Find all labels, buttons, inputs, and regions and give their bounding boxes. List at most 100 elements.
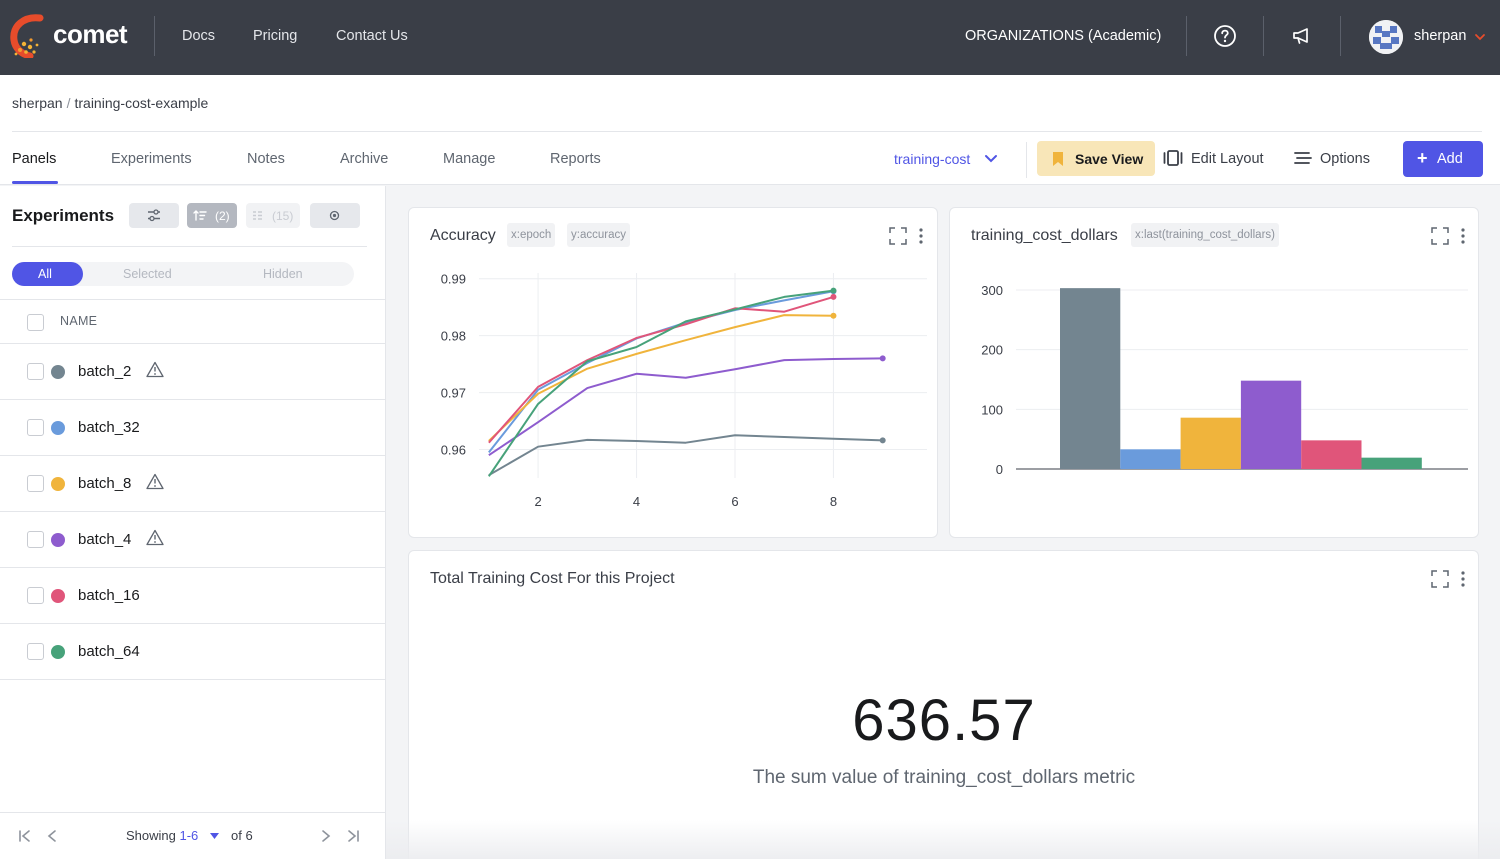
experiment-checkbox[interactable] <box>27 475 44 492</box>
nav-link-pricing[interactable]: Pricing <box>253 28 298 44</box>
warning-icon[interactable] <box>146 473 164 490</box>
experiment-color-dot[interactable] <box>51 533 65 547</box>
scroll-fade <box>386 820 1500 859</box>
pager-range-select[interactable]: 1-6 <box>179 828 199 843</box>
expand-icon[interactable] <box>1431 570 1449 588</box>
nav-link-contact[interactable]: Contact Us <box>336 28 408 44</box>
y-axis-chip: y:accuracy <box>567 223 630 247</box>
y-tick-label: 0.96 <box>441 443 466 458</box>
panel-title: Accuracy <box>430 227 496 244</box>
row-divider <box>0 567 386 568</box>
experiment-checkbox[interactable] <box>27 531 44 548</box>
organization-switcher[interactable]: ORGANIZATIONS (Academic) <box>965 28 1162 44</box>
series-line-batch_4 <box>488 357 883 457</box>
experiment-color-dot[interactable] <box>51 589 65 603</box>
first-page-icon[interactable] <box>18 829 32 843</box>
bar-batch_2 <box>1060 288 1121 469</box>
add-button[interactable]: + Add <box>1403 141 1483 177</box>
series-line-batch_16 <box>488 295 834 444</box>
chevron-down-icon[interactable] <box>984 153 998 165</box>
segment-selected[interactable]: Selected <box>123 267 172 281</box>
tab-archive[interactable]: Archive <box>340 151 389 167</box>
top-nav: comet Docs Pricing Contact Us ORGANIZATI… <box>0 0 1500 75</box>
edit-layout-icon[interactable] <box>1163 148 1183 168</box>
target-button[interactable] <box>310 203 360 228</box>
expand-icon[interactable] <box>1431 227 1449 245</box>
breadcrumb-owner[interactable]: sherpan <box>12 95 63 111</box>
nav-divider <box>1186 16 1187 56</box>
sort-button[interactable]: (2) <box>187 203 237 228</box>
more-vertical-icon[interactable] <box>1459 227 1467 245</box>
nav-divider <box>1340 16 1341 56</box>
training-cost-bar-chart[interactable]: 0 100 200 300 <box>950 208 1480 539</box>
experiment-color-dot[interactable] <box>51 645 65 659</box>
experiment-name[interactable]: batch_4 <box>78 531 132 548</box>
tab-notes[interactable]: Notes <box>247 151 285 167</box>
caret-down-icon[interactable] <box>209 832 220 840</box>
experiment-color-dot[interactable] <box>51 477 65 491</box>
expand-icon[interactable] <box>889 227 907 245</box>
experiment-name[interactable]: batch_8 <box>78 475 132 492</box>
more-vertical-icon[interactable] <box>1459 570 1467 588</box>
pager-total: of 6 <box>231 828 253 843</box>
training-cost-panel[interactable]: training_cost_dollars x:last(training_co… <box>949 207 1479 538</box>
series-line-batch_2 <box>488 434 883 477</box>
tab-reports[interactable]: Reports <box>550 151 601 167</box>
experiment-name[interactable]: batch_64 <box>78 643 140 660</box>
row-divider <box>0 679 386 680</box>
megaphone-icon[interactable] <box>1290 24 1314 48</box>
nav-link-docs[interactable]: Docs <box>182 28 216 44</box>
y-tick-label: 200 <box>981 343 1003 358</box>
experiment-name[interactable]: batch_2 <box>78 363 132 380</box>
y-tick-label: 300 <box>981 283 1003 298</box>
edit-layout-button[interactable]: Edit Layout <box>1191 151 1264 167</box>
tab-experiments[interactable]: Experiments <box>111 151 192 167</box>
plus-icon: + <box>1417 148 1428 168</box>
prev-page-icon[interactable] <box>46 829 58 843</box>
user-avatar[interactable] <box>1369 20 1403 54</box>
accuracy-panel[interactable]: Accuracy x:epoch y:accuracy 2 4 6 8 0.96 0.97… <box>408 207 938 538</box>
experiment-checkbox[interactable] <box>27 643 44 660</box>
breadcrumb-project[interactable]: training-cost-example <box>74 95 209 111</box>
options-button[interactable]: Options <box>1320 151 1370 167</box>
more-vertical-icon[interactable] <box>917 227 925 245</box>
brand-name[interactable]: comet <box>53 19 128 49</box>
series-line-batch_8 <box>488 314 834 442</box>
experiment-color-dot[interactable] <box>51 421 65 435</box>
comet-logo-icon[interactable] <box>10 14 44 58</box>
y-tick-label: 0 <box>996 462 1003 477</box>
last-page-icon[interactable] <box>346 829 360 843</box>
options-icon[interactable] <box>1294 148 1312 168</box>
x-tick-label: 2 <box>534 494 541 509</box>
group-button[interactable]: (15) <box>246 203 300 228</box>
experiment-name[interactable]: batch_16 <box>78 587 140 604</box>
next-page-icon[interactable] <box>320 829 332 843</box>
select-all-checkbox[interactable] <box>27 314 44 331</box>
project-header: sherpan / training-cost-example Panels Exp… <box>0 75 1500 185</box>
warning-icon[interactable] <box>146 529 164 546</box>
column-header-name[interactable]: NAME <box>60 314 98 328</box>
bar-batch_4 <box>1240 380 1302 469</box>
segment-hidden[interactable]: Hidden <box>263 267 303 281</box>
view-selector[interactable]: training-cost <box>894 151 971 167</box>
help-icon[interactable] <box>1213 24 1237 48</box>
y-tick-label: 0.97 <box>441 386 466 401</box>
accuracy-line-chart[interactable]: 2 4 6 8 0.96 0.97 0.98 0.99 <box>409 208 939 539</box>
filter-button[interactable] <box>129 203 179 228</box>
experiment-color-dot[interactable] <box>51 365 65 379</box>
warning-icon[interactable] <box>146 361 164 378</box>
user-menu-name[interactable]: sherpan <box>1414 28 1467 44</box>
experiment-checkbox[interactable] <box>27 363 44 380</box>
save-view-button[interactable]: Save View <box>1037 141 1155 176</box>
breadcrumb: sherpan / training-cost-example <box>12 95 208 111</box>
experiment-checkbox[interactable] <box>27 587 44 604</box>
experiment-name[interactable]: batch_32 <box>78 419 140 436</box>
tab-panels[interactable]: Panels <box>12 151 57 167</box>
y-tick-label: 0.98 <box>441 329 466 344</box>
tab-manage[interactable]: Manage <box>443 151 496 167</box>
total-cost-panel[interactable]: Total Training Cost For this Project 636… <box>408 550 1479 859</box>
chevron-down-icon[interactable] <box>1474 32 1486 42</box>
segment-all[interactable]: All <box>12 262 83 286</box>
experiment-checkbox[interactable] <box>27 419 44 436</box>
row-divider <box>0 299 386 300</box>
